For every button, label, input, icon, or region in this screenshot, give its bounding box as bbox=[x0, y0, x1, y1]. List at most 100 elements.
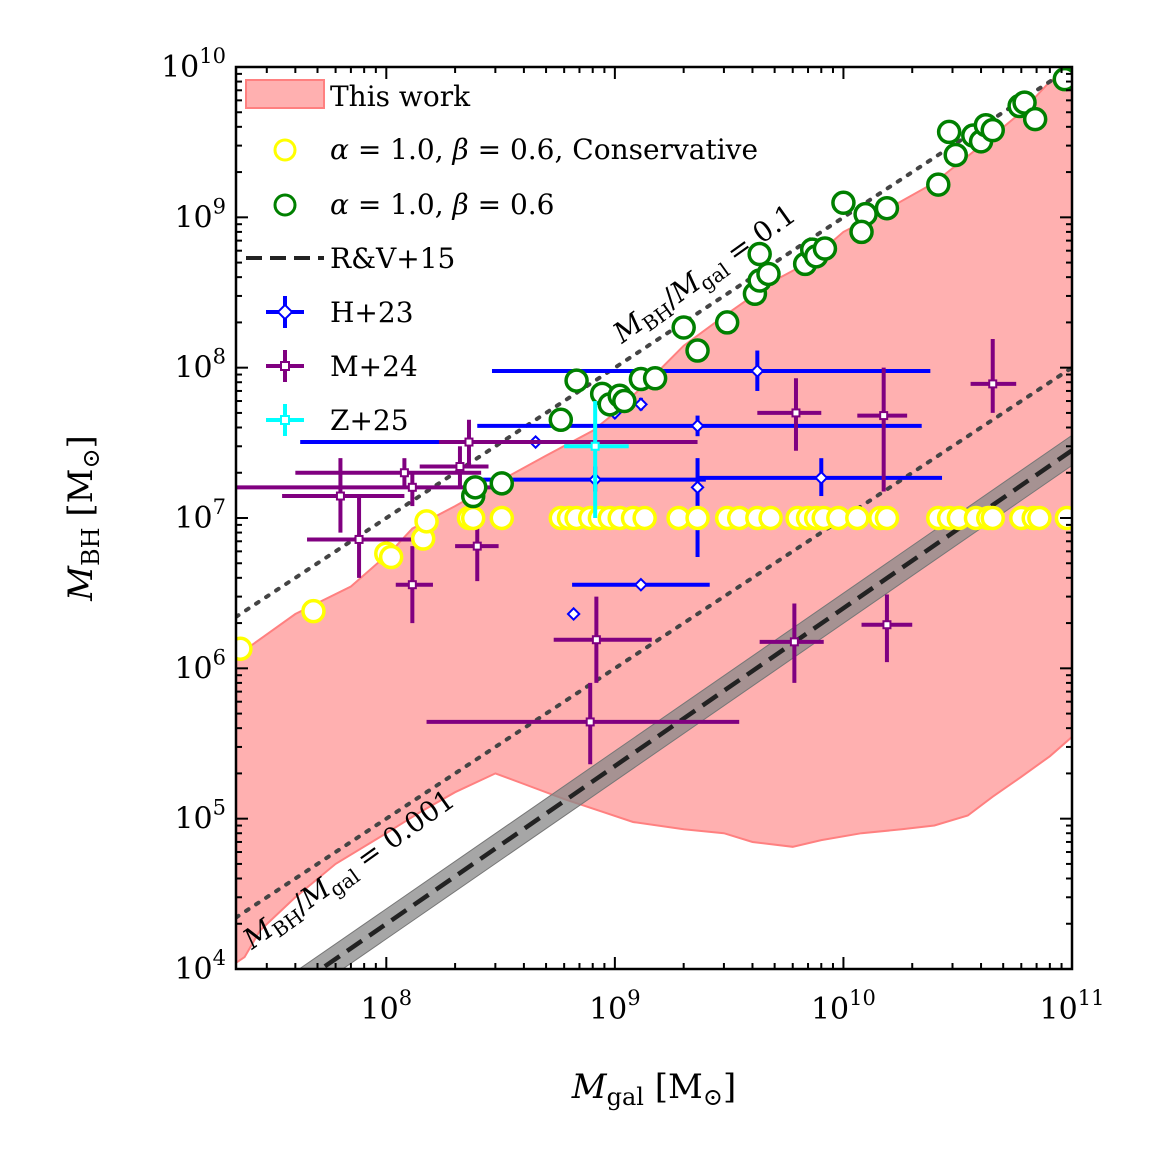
conservative-point-7 bbox=[460, 505, 486, 531]
m24-point-1 bbox=[757, 378, 822, 451]
axis-ticks: 108 109 1010 1011 104 105 106 107 108 109 1010 bbox=[161, 44, 1104, 1027]
legend-marker-model bbox=[273, 193, 297, 217]
y-tick-label: 107 bbox=[174, 495, 226, 536]
conservative-point-23 bbox=[758, 505, 783, 531]
model-point-13 bbox=[714, 310, 740, 335]
m24-point-4 bbox=[419, 446, 489, 488]
z25-point-0 bbox=[564, 401, 629, 518]
m24-point-14 bbox=[861, 594, 913, 663]
conservative-point-19 bbox=[685, 505, 710, 531]
model-point-12 bbox=[685, 338, 710, 363]
legend-label-rv15: R&V+15 bbox=[330, 242, 455, 275]
model-point-32 bbox=[980, 117, 1005, 143]
model-point-25 bbox=[874, 195, 900, 221]
x-tick-label: 108 bbox=[361, 986, 413, 1027]
model-point-17 bbox=[747, 241, 772, 267]
m24-point-5 bbox=[295, 458, 482, 488]
m24-point-11 bbox=[553, 596, 652, 683]
m24-point-0 bbox=[970, 339, 1017, 413]
h23-point-9 bbox=[566, 606, 581, 622]
m24-point-2 bbox=[857, 367, 908, 492]
h23-marker bbox=[690, 480, 705, 495]
h23-marker bbox=[633, 577, 648, 592]
model-point-27 bbox=[936, 119, 962, 145]
m24-point-9 bbox=[395, 546, 433, 624]
m24-marker bbox=[882, 620, 892, 630]
model-point-35 bbox=[1022, 106, 1048, 132]
m24-marker bbox=[585, 717, 595, 727]
model-point-24 bbox=[849, 219, 874, 245]
y-tick-label: 105 bbox=[174, 796, 226, 837]
model-point-10 bbox=[642, 366, 668, 391]
conservative-point-1 bbox=[301, 598, 326, 624]
model-point-21 bbox=[812, 236, 838, 261]
y-tick-label: 109 bbox=[174, 194, 226, 235]
legend-label-this-work: This work bbox=[330, 80, 471, 113]
x-axis-label: Mgal [M⊙] bbox=[571, 1067, 736, 1111]
h23-point-6 bbox=[697, 458, 943, 497]
x-tick-label: 109 bbox=[589, 986, 641, 1027]
x-tick-label: 1011 bbox=[1040, 986, 1105, 1027]
y-tick-label: 106 bbox=[174, 645, 226, 686]
z25-marker bbox=[590, 441, 600, 451]
model-point-16 bbox=[756, 261, 781, 287]
model-point-22 bbox=[831, 190, 856, 216]
m24-marker bbox=[455, 462, 465, 472]
legend-marker-h23 bbox=[266, 296, 304, 328]
m24-point-12 bbox=[426, 682, 740, 765]
m24-point-7 bbox=[282, 458, 405, 533]
conservative-point-29 bbox=[845, 505, 870, 531]
model-point-28 bbox=[943, 142, 968, 168]
conservative-point-8 bbox=[489, 505, 515, 531]
ratio-line-ratio_0001 bbox=[236, 365, 1072, 920]
m24-marker bbox=[407, 580, 417, 590]
h23-marker bbox=[690, 418, 705, 433]
h23-point-8 bbox=[572, 577, 710, 592]
h23-marker bbox=[566, 606, 581, 622]
legend-marker-z25 bbox=[266, 404, 304, 436]
m24-point-8 bbox=[307, 496, 427, 578]
legend: This work α = 1.0, β = 0.6, Conservative… bbox=[245, 79, 758, 437]
model-point-26 bbox=[926, 172, 951, 197]
y-tick-label: 104 bbox=[174, 946, 226, 987]
m24-marker bbox=[988, 379, 998, 389]
m24-marker bbox=[354, 534, 364, 544]
conservative-point-17 bbox=[632, 505, 657, 531]
legend-label-m24: M+24 bbox=[330, 350, 418, 383]
m24-point-3 bbox=[438, 419, 698, 467]
legend-swatch-this-work bbox=[245, 79, 325, 109]
y-tick-label: 1010 bbox=[161, 44, 226, 85]
m24-point-13 bbox=[759, 603, 824, 683]
conservative-point-37 bbox=[980, 505, 1005, 531]
h23-point-0 bbox=[491, 350, 931, 391]
legend-label-conservative: α = 1.0, β = 0.6, Conservative bbox=[330, 133, 758, 166]
conservative-point-5 bbox=[414, 509, 439, 534]
m24-marker bbox=[407, 482, 417, 492]
m24-marker bbox=[399, 468, 409, 478]
m24-marker bbox=[591, 635, 601, 645]
m24-marker bbox=[464, 437, 474, 447]
model-point-11 bbox=[671, 315, 696, 340]
m24-point-6 bbox=[236, 472, 502, 507]
ratio-line-ratio_01 bbox=[236, 67, 1072, 619]
h23-point-1 bbox=[633, 397, 648, 412]
svg-text:Mgal [M⊙]: Mgal [M⊙] bbox=[571, 1067, 736, 1111]
model-point-1 bbox=[463, 475, 488, 500]
legend-marker-m24 bbox=[266, 350, 304, 382]
m24-marker bbox=[335, 491, 345, 501]
svg-text:MBH [M⊙]: MBH [M⊙] bbox=[61, 435, 105, 602]
m24-marker bbox=[791, 408, 801, 418]
x-tick-label: 1010 bbox=[811, 986, 876, 1027]
legend-label-model: α = 1.0, β = 0.6 bbox=[330, 188, 555, 221]
model-point-2 bbox=[489, 471, 515, 496]
model-point-8 bbox=[612, 388, 637, 414]
conservative-point-40 bbox=[1027, 505, 1052, 531]
h23-marker bbox=[633, 397, 648, 412]
conservative-point-3 bbox=[378, 544, 404, 570]
h23-marker bbox=[814, 470, 829, 485]
m24-marker bbox=[789, 637, 799, 647]
y-axis-label: MBH [M⊙] bbox=[61, 435, 105, 602]
m24-marker bbox=[879, 411, 889, 421]
conservative-point-31 bbox=[874, 505, 900, 531]
